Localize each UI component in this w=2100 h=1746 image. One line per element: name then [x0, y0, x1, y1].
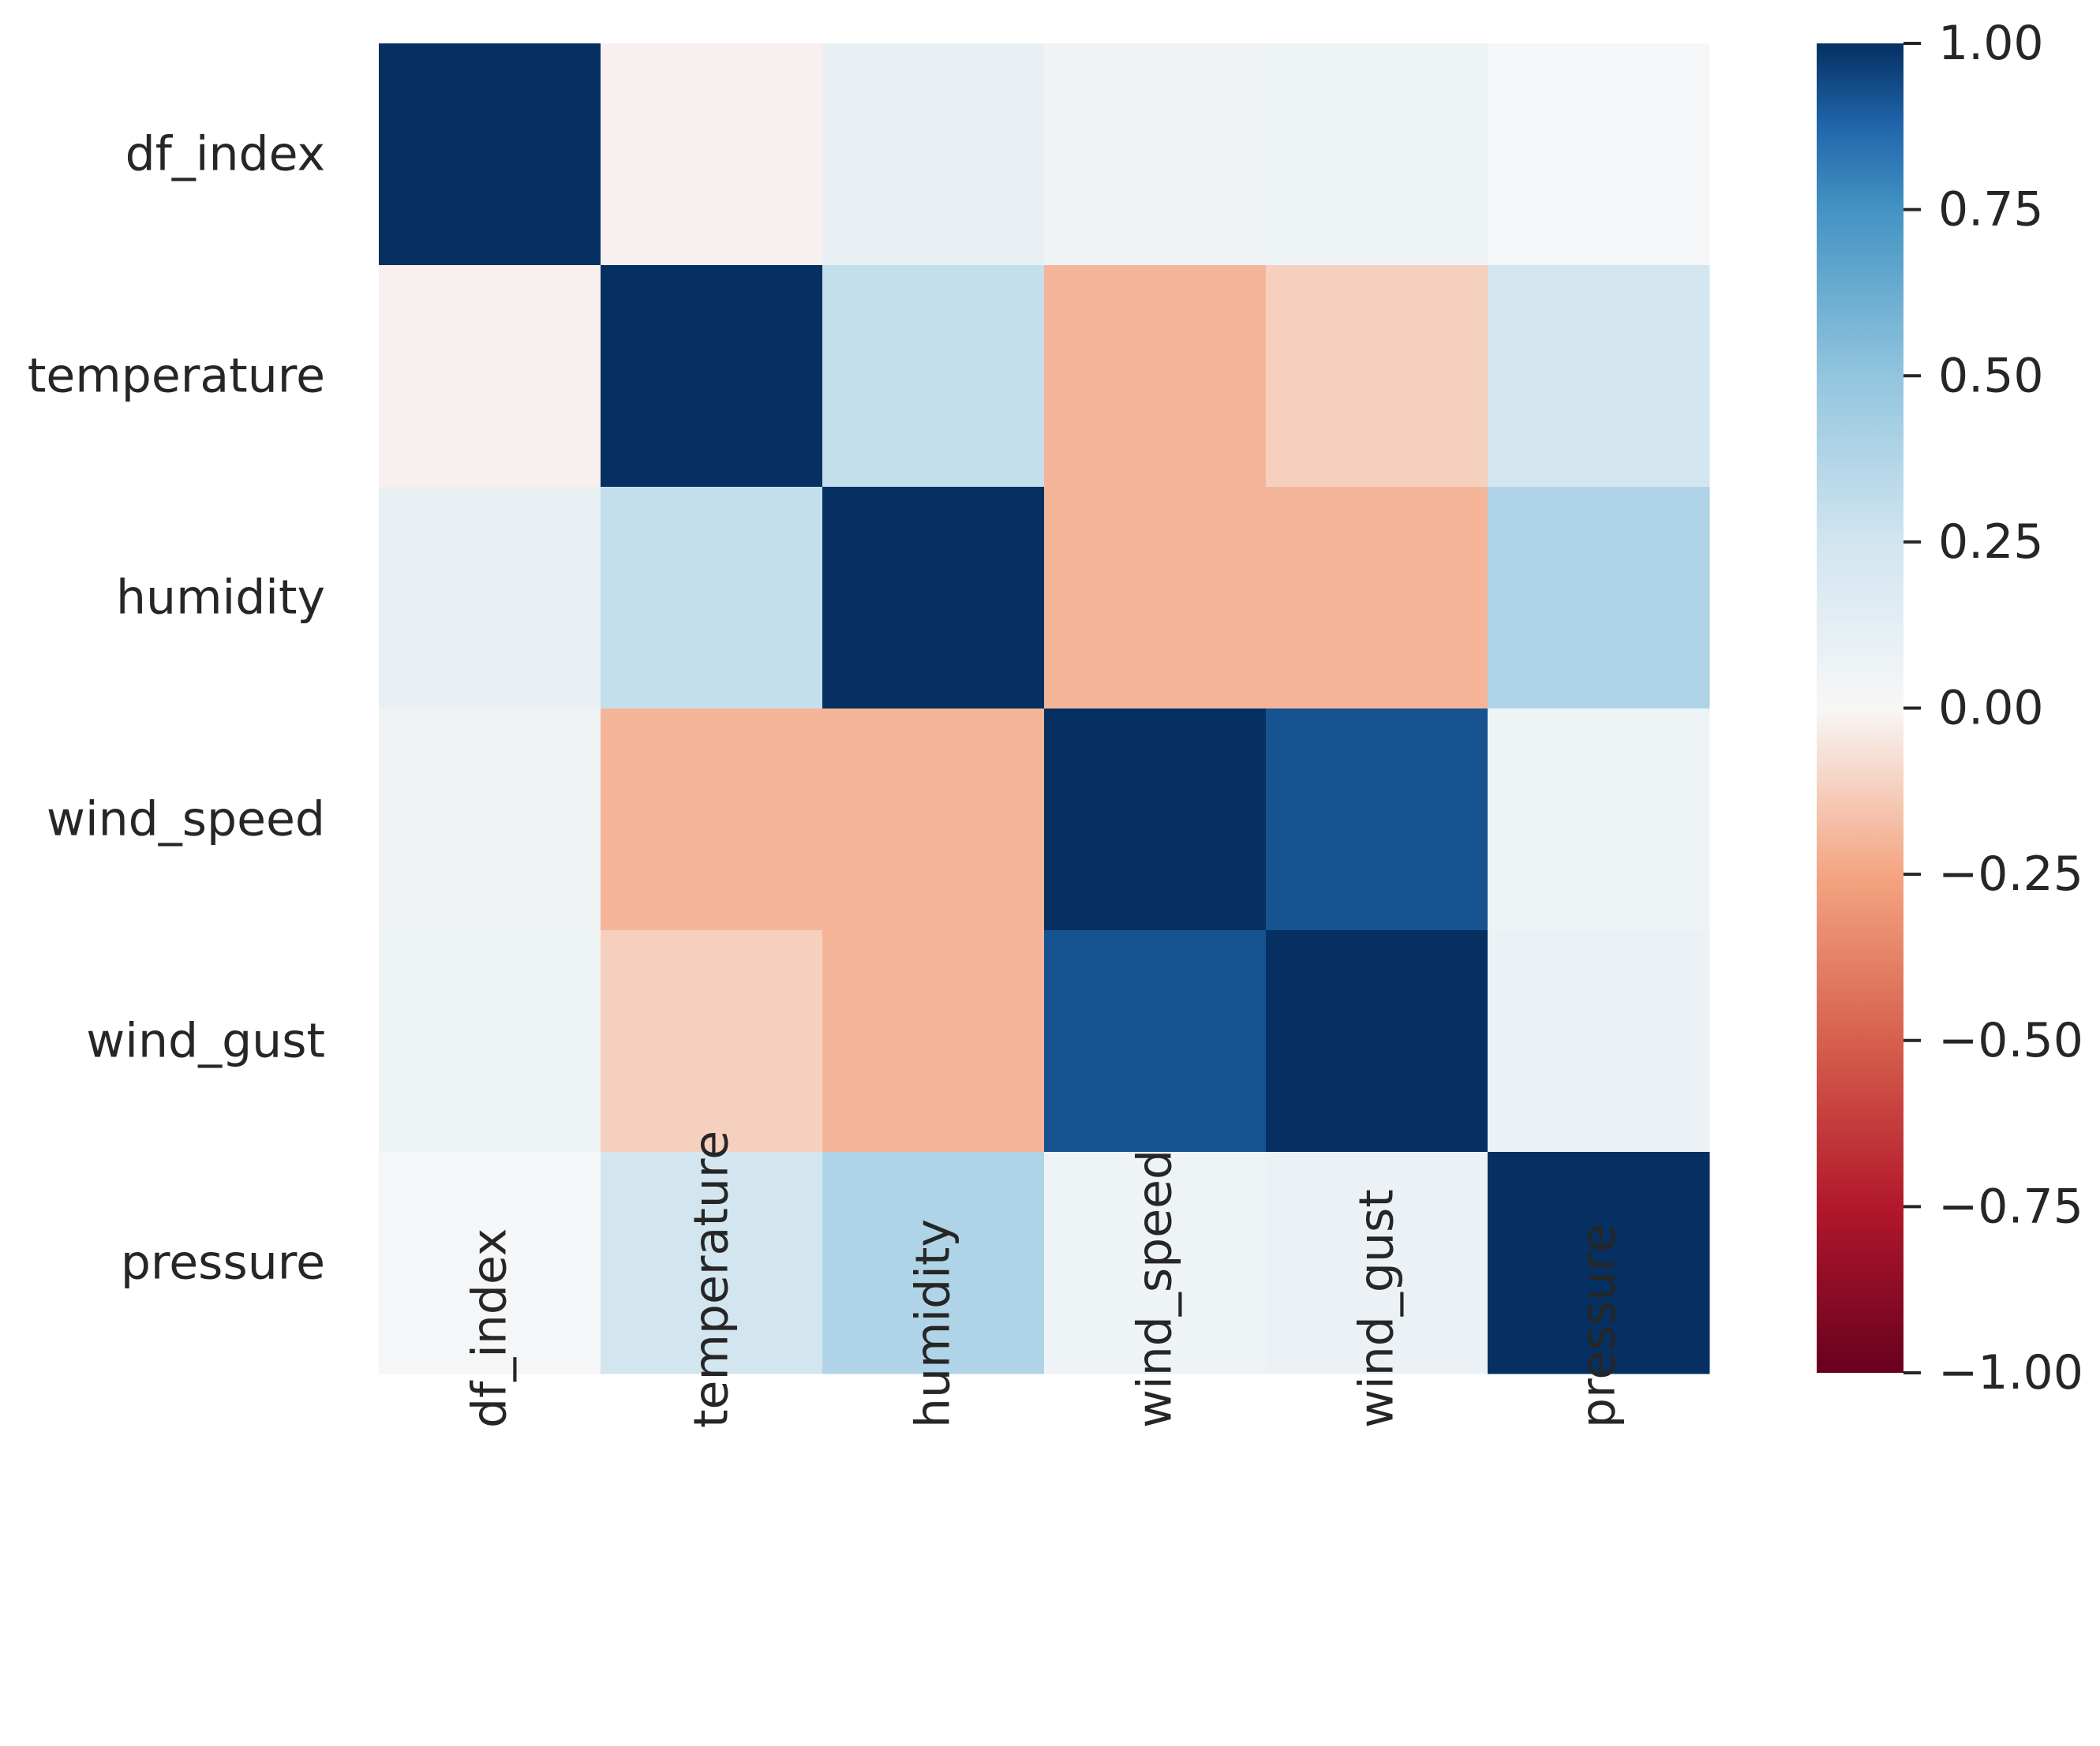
row-label-df_index: df_index	[125, 127, 325, 182]
colorbar-tick-label: −1.00	[1938, 1345, 2083, 1400]
heatmap-cell-pressure-temperature	[601, 1152, 823, 1374]
heatmap-cell-humidity-pressure	[1488, 487, 1710, 709]
row-label-wind_gust: wind_gust	[86, 1014, 325, 1069]
heatmap-cell-humidity-humidity	[822, 487, 1045, 709]
colorbar-tick-label: 0.75	[1938, 182, 2044, 237]
row-label-temperature: temperature	[28, 349, 325, 404]
heatmap-cell-wind_gust-df_index	[379, 930, 601, 1153]
heatmap-cell-wind_gust-wind_gust	[1266, 930, 1488, 1153]
heatmap-cell-wind_speed-wind_speed	[1044, 708, 1267, 931]
colorbar: 1.00 0.75 0.50 0.25 0.00 −0.25 −0.50 −0.75 −1.00	[1817, 16, 2083, 1400]
heatmap-cell-wind_gust-pressure	[1488, 930, 1710, 1153]
heatmap-cell-wind_gust-wind_speed	[1044, 930, 1267, 1153]
heatmap-cell-pressure-df_index	[379, 1152, 601, 1374]
colorbar-gradient	[1817, 43, 1903, 1373]
column-label-pressure: pressure	[1571, 1224, 1626, 1428]
heatmap-cell-wind_speed-humidity	[822, 708, 1045, 931]
column-label-wind_speed: wind_speed	[1128, 1150, 1183, 1428]
heatmap-cell-df_index-df_index	[379, 43, 601, 266]
colorbar-tick-label: −0.25	[1938, 847, 2083, 902]
heatmap-cell-humidity-df_index	[379, 487, 601, 709]
heatmap-cell-df_index-wind_speed	[1044, 43, 1267, 266]
colorbar-ticks: 1.00 0.75 0.50 0.25 0.00 −0.25 −0.50 −0.75 −1.00	[1903, 16, 2083, 1400]
heatmap-cell-wind_gust-temperature	[601, 930, 823, 1153]
colorbar-tick-label: −0.75	[1938, 1179, 2083, 1234]
heatmap-cell-humidity-wind_gust	[1266, 487, 1488, 709]
heatmap-cell-wind_speed-wind_gust	[1266, 708, 1488, 931]
column-labels: df_index temperature humidity wind_speed win…	[462, 1131, 1626, 1428]
heatmap-cell-temperature-humidity	[822, 265, 1045, 488]
row-labels: df_index temperature humidity wind_speedwin…	[28, 127, 325, 1291]
heatmap-cell-df_index-pressure	[1488, 43, 1710, 266]
heatmap-cell-df_index-wind_gust	[1266, 43, 1488, 266]
colorbar-tick-label: 0.00	[1938, 681, 2044, 736]
row-label-pressure: pressure	[121, 1236, 325, 1291]
column-label-humidity: humidity	[906, 1219, 961, 1428]
heatmap-cell-pressure-wind_speed	[1044, 1152, 1267, 1374]
heatmap-cell-humidity-wind_speed	[1044, 487, 1267, 709]
heatmap-cell-humidity-temperature	[601, 487, 823, 709]
heatmap-cell-wind_gust-humidity	[822, 930, 1045, 1153]
heatmap-cell-wind_speed-pressure	[1488, 708, 1710, 931]
colorbar-tick-label: 1.00	[1938, 16, 2044, 71]
heatmap-cell-temperature-wind_gust	[1266, 265, 1488, 488]
heatmap-cell-temperature-pressure	[1488, 265, 1710, 488]
colorbar-tick-label: −0.50	[1938, 1013, 2083, 1068]
heatmap-cell-pressure-wind_gust	[1266, 1152, 1488, 1374]
row-label-humidity: humidity	[116, 570, 325, 626]
column-label-temperature: temperature	[684, 1131, 739, 1428]
heatmap-cell-wind_speed-temperature	[601, 708, 823, 931]
heatmap-cell-pressure-pressure	[1488, 1152, 1710, 1374]
row-label-wind_speed: wind_speed	[47, 792, 325, 847]
heatmap-cell-wind_speed-df_index	[379, 708, 601, 931]
heatmap-cells	[379, 43, 1710, 1374]
heatmap-cell-df_index-temperature	[601, 43, 823, 266]
column-label-df_index: df_index	[462, 1228, 518, 1428]
colorbar-tick-label: 0.25	[1938, 514, 2044, 570]
heatmap-cell-temperature-wind_speed	[1044, 265, 1267, 488]
heatmap-cell-temperature-temperature	[601, 265, 823, 488]
heatmap-cell-df_index-humidity	[822, 43, 1045, 266]
column-label-wind_gust: wind_gust	[1349, 1189, 1405, 1428]
heatmap-cell-pressure-humidity	[822, 1152, 1045, 1374]
colorbar-tick-label: 0.50	[1938, 348, 2044, 403]
heatmap-cell-temperature-df_index	[379, 265, 601, 488]
